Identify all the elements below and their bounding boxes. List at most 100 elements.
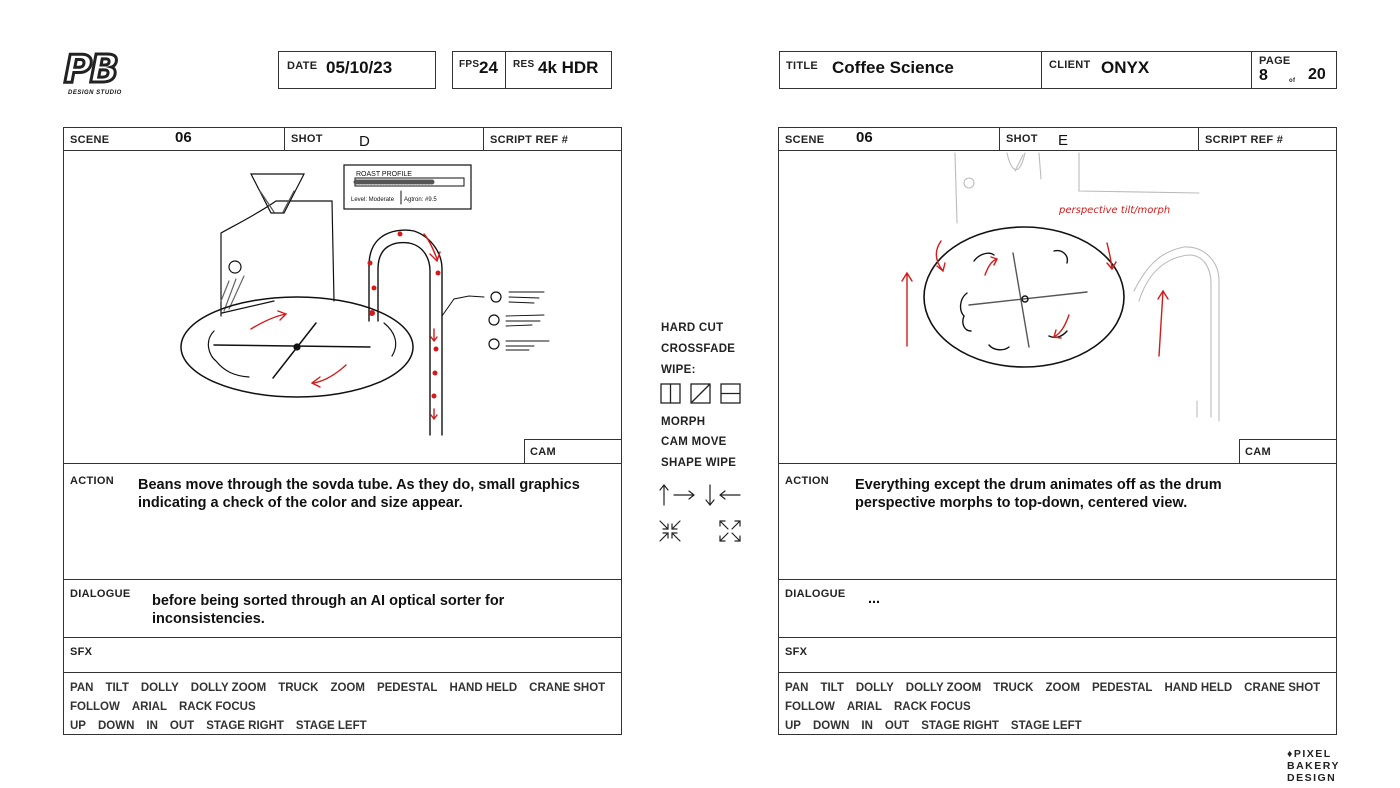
moves-line-2: FOLLOW ARIAL RACK FOCUS	[70, 698, 617, 717]
dialogue-row: DIALOGUE before being sorted through an …	[64, 580, 621, 638]
date-box: DATE 05/10/23	[278, 51, 436, 89]
sketch-illustration: ROAST PROFILE Level: Moderate Agtron: #9…	[180, 164, 550, 436]
moves-line-3: UP DOWN IN OUT STAGE RIGHT STAGE LEFT	[785, 717, 1332, 736]
move-up: UP	[70, 720, 86, 732]
move-pedestal: PEDESTAL	[376, 682, 438, 694]
scene-label: SCENE	[785, 134, 825, 146]
moves-line-1: PAN TILT DOLLY DOLLY ZOOM TRUCK ZOOM PEDESTAL H…	[70, 679, 617, 698]
move-stage-left: STAGE LEFT	[1010, 720, 1082, 732]
move-out: OUT	[169, 720, 195, 732]
move-dolly: DOLLY	[855, 682, 894, 694]
moves-line-1: PAN TILT DOLLY DOLLY ZOOM TRUCK ZOOM PEDESTAL H…	[785, 679, 1332, 698]
roast-level: Level: Moderate	[351, 197, 395, 203]
dialogue-label: DIALOGUE	[70, 588, 131, 600]
cam-box: CAM	[524, 439, 621, 463]
arrow-down-icon	[705, 484, 715, 506]
roast-profile-title: ROAST PROFILE	[356, 171, 412, 178]
move-pan: PAN	[70, 682, 94, 694]
dialogue-row: DIALOGUE ...	[779, 580, 1336, 638]
shot-label: SHOT	[291, 133, 323, 145]
camera-moves-list: PAN TILT DOLLY DOLLY ZOOM TRUCK ZOOM PEDESTAL H…	[70, 679, 617, 736]
move-truck: TRUCK	[993, 682, 1034, 694]
drum-top-down	[923, 226, 1125, 368]
panel-header-row: SCENE 06 SHOT D SCRIPT REF #	[64, 128, 621, 151]
action-row: ACTION Everything except the drum animat…	[779, 464, 1336, 580]
fps-label: FPS	[459, 59, 480, 70]
footer-line-2: BAKERY	[1287, 760, 1340, 772]
move-arial: ARIAL	[846, 701, 882, 713]
moves-line-3: UP DOWN IN OUT STAGE RIGHT STAGE LEFT	[70, 717, 617, 736]
move-down: DOWN	[812, 720, 850, 732]
page-number: 8	[1259, 67, 1268, 84]
arrow-up-icon	[659, 484, 669, 506]
action-label: ACTION	[70, 475, 114, 487]
storyboard-panel-left: SCENE 06 SHOT D SCRIPT REF #	[63, 127, 622, 735]
transition-morph: MORPH	[661, 416, 706, 428]
move-pan: PAN	[785, 682, 809, 694]
camera-moves: PAN TILT DOLLY DOLLY ZOOM TRUCK ZOOM PEDESTAL H…	[64, 673, 621, 734]
machine-knob	[228, 260, 242, 274]
res-value: 4k HDR	[538, 58, 599, 77]
move-zoom: ZOOM	[1045, 682, 1080, 694]
wipe-diagonal-icon	[690, 383, 711, 404]
sfx-label: SFX	[70, 646, 93, 658]
arrow-left-icon	[719, 490, 741, 500]
action-row: ACTION Beans move through the sovda tube…	[64, 464, 621, 580]
shot-label: SHOT	[1006, 133, 1038, 145]
move-hand-held: HAND HELD	[449, 682, 518, 694]
transition-cam-move: CAM MOVE	[661, 436, 727, 448]
sfx-row: SFX	[779, 638, 1336, 673]
footer-line-1: ♦PIXEL	[1287, 748, 1332, 760]
move-arrow-icons	[659, 484, 741, 542]
divider	[284, 128, 285, 150]
transition-shape-wipe: SHAPE WIPE	[661, 457, 737, 469]
panel-header-row: SCENE 06 SHOT E SCRIPT REF #	[779, 128, 1336, 151]
res-label: RES	[513, 59, 535, 70]
move-truck: TRUCK	[278, 682, 319, 694]
action-label: ACTION	[785, 475, 829, 487]
divider	[1251, 52, 1252, 88]
moves-line-2: FOLLOW ARIAL RACK FOCUS	[785, 698, 1332, 717]
client-value: ONYX	[1101, 58, 1150, 77]
dialogue-label: DIALOGUE	[785, 588, 846, 600]
move-dolly: DOLLY	[140, 682, 179, 694]
title-label: TITLE	[786, 60, 819, 72]
script-ref-label: SCRIPT REF #	[1205, 134, 1284, 146]
move-rack-focus: RACK FOCUS	[178, 701, 256, 713]
fps-res-box: FPS 24 RES 4k HDR	[452, 51, 612, 89]
perspective-note: perspective tilt/morph	[1058, 205, 1170, 216]
roast-profile-card	[343, 164, 472, 210]
footer-word-pixel: PIXEL	[1293, 748, 1332, 760]
action-text: Everything except the drum animates off …	[855, 477, 1222, 511]
sfx-row: SFX	[64, 638, 621, 673]
scene-value: 06	[856, 129, 873, 146]
cam-label: CAM	[1245, 446, 1271, 458]
footer-line-3: DESIGN	[1287, 772, 1337, 784]
camera-moves: PAN TILT DOLLY DOLLY ZOOM TRUCK ZOOM PEDESTAL H…	[779, 673, 1336, 734]
expand-icon	[719, 520, 741, 542]
wipe-icons	[660, 383, 741, 404]
move-follow: FOLLOW	[70, 701, 120, 713]
shot-value: D	[359, 133, 370, 150]
cam-box: CAM	[1239, 439, 1336, 463]
action-text: Beans move through the sovda tube. As th…	[138, 477, 580, 511]
shrink-icon	[659, 520, 681, 542]
sketch-illustration: perspective tilt/morph	[901, 152, 1220, 422]
sketch-frame: perspective tilt/morph CAM	[779, 151, 1336, 464]
page-label: PAGE	[1259, 55, 1291, 67]
sketch-frame: ROAST PROFILE Level: Moderate Agtron: #9…	[64, 151, 621, 464]
page-of-label: of	[1289, 78, 1296, 84]
logo-subtitle: DESIGN STUDIO	[68, 90, 122, 96]
move-dolly-zoom: DOLLY ZOOM	[190, 682, 267, 694]
scene-value: 06	[175, 129, 192, 146]
divider	[1198, 128, 1199, 150]
dialogue-text: ...	[868, 591, 881, 607]
hopper	[250, 173, 305, 214]
sfx-label: SFX	[785, 646, 808, 658]
cooling-drum	[180, 296, 414, 398]
dialogue-text: before being sorted through an AI optica…	[152, 593, 505, 627]
transition-crossfade: CROSSFADE	[661, 343, 736, 355]
sorter-tube	[368, 229, 443, 436]
logo-mark: PB	[63, 47, 121, 91]
divider	[483, 128, 484, 150]
